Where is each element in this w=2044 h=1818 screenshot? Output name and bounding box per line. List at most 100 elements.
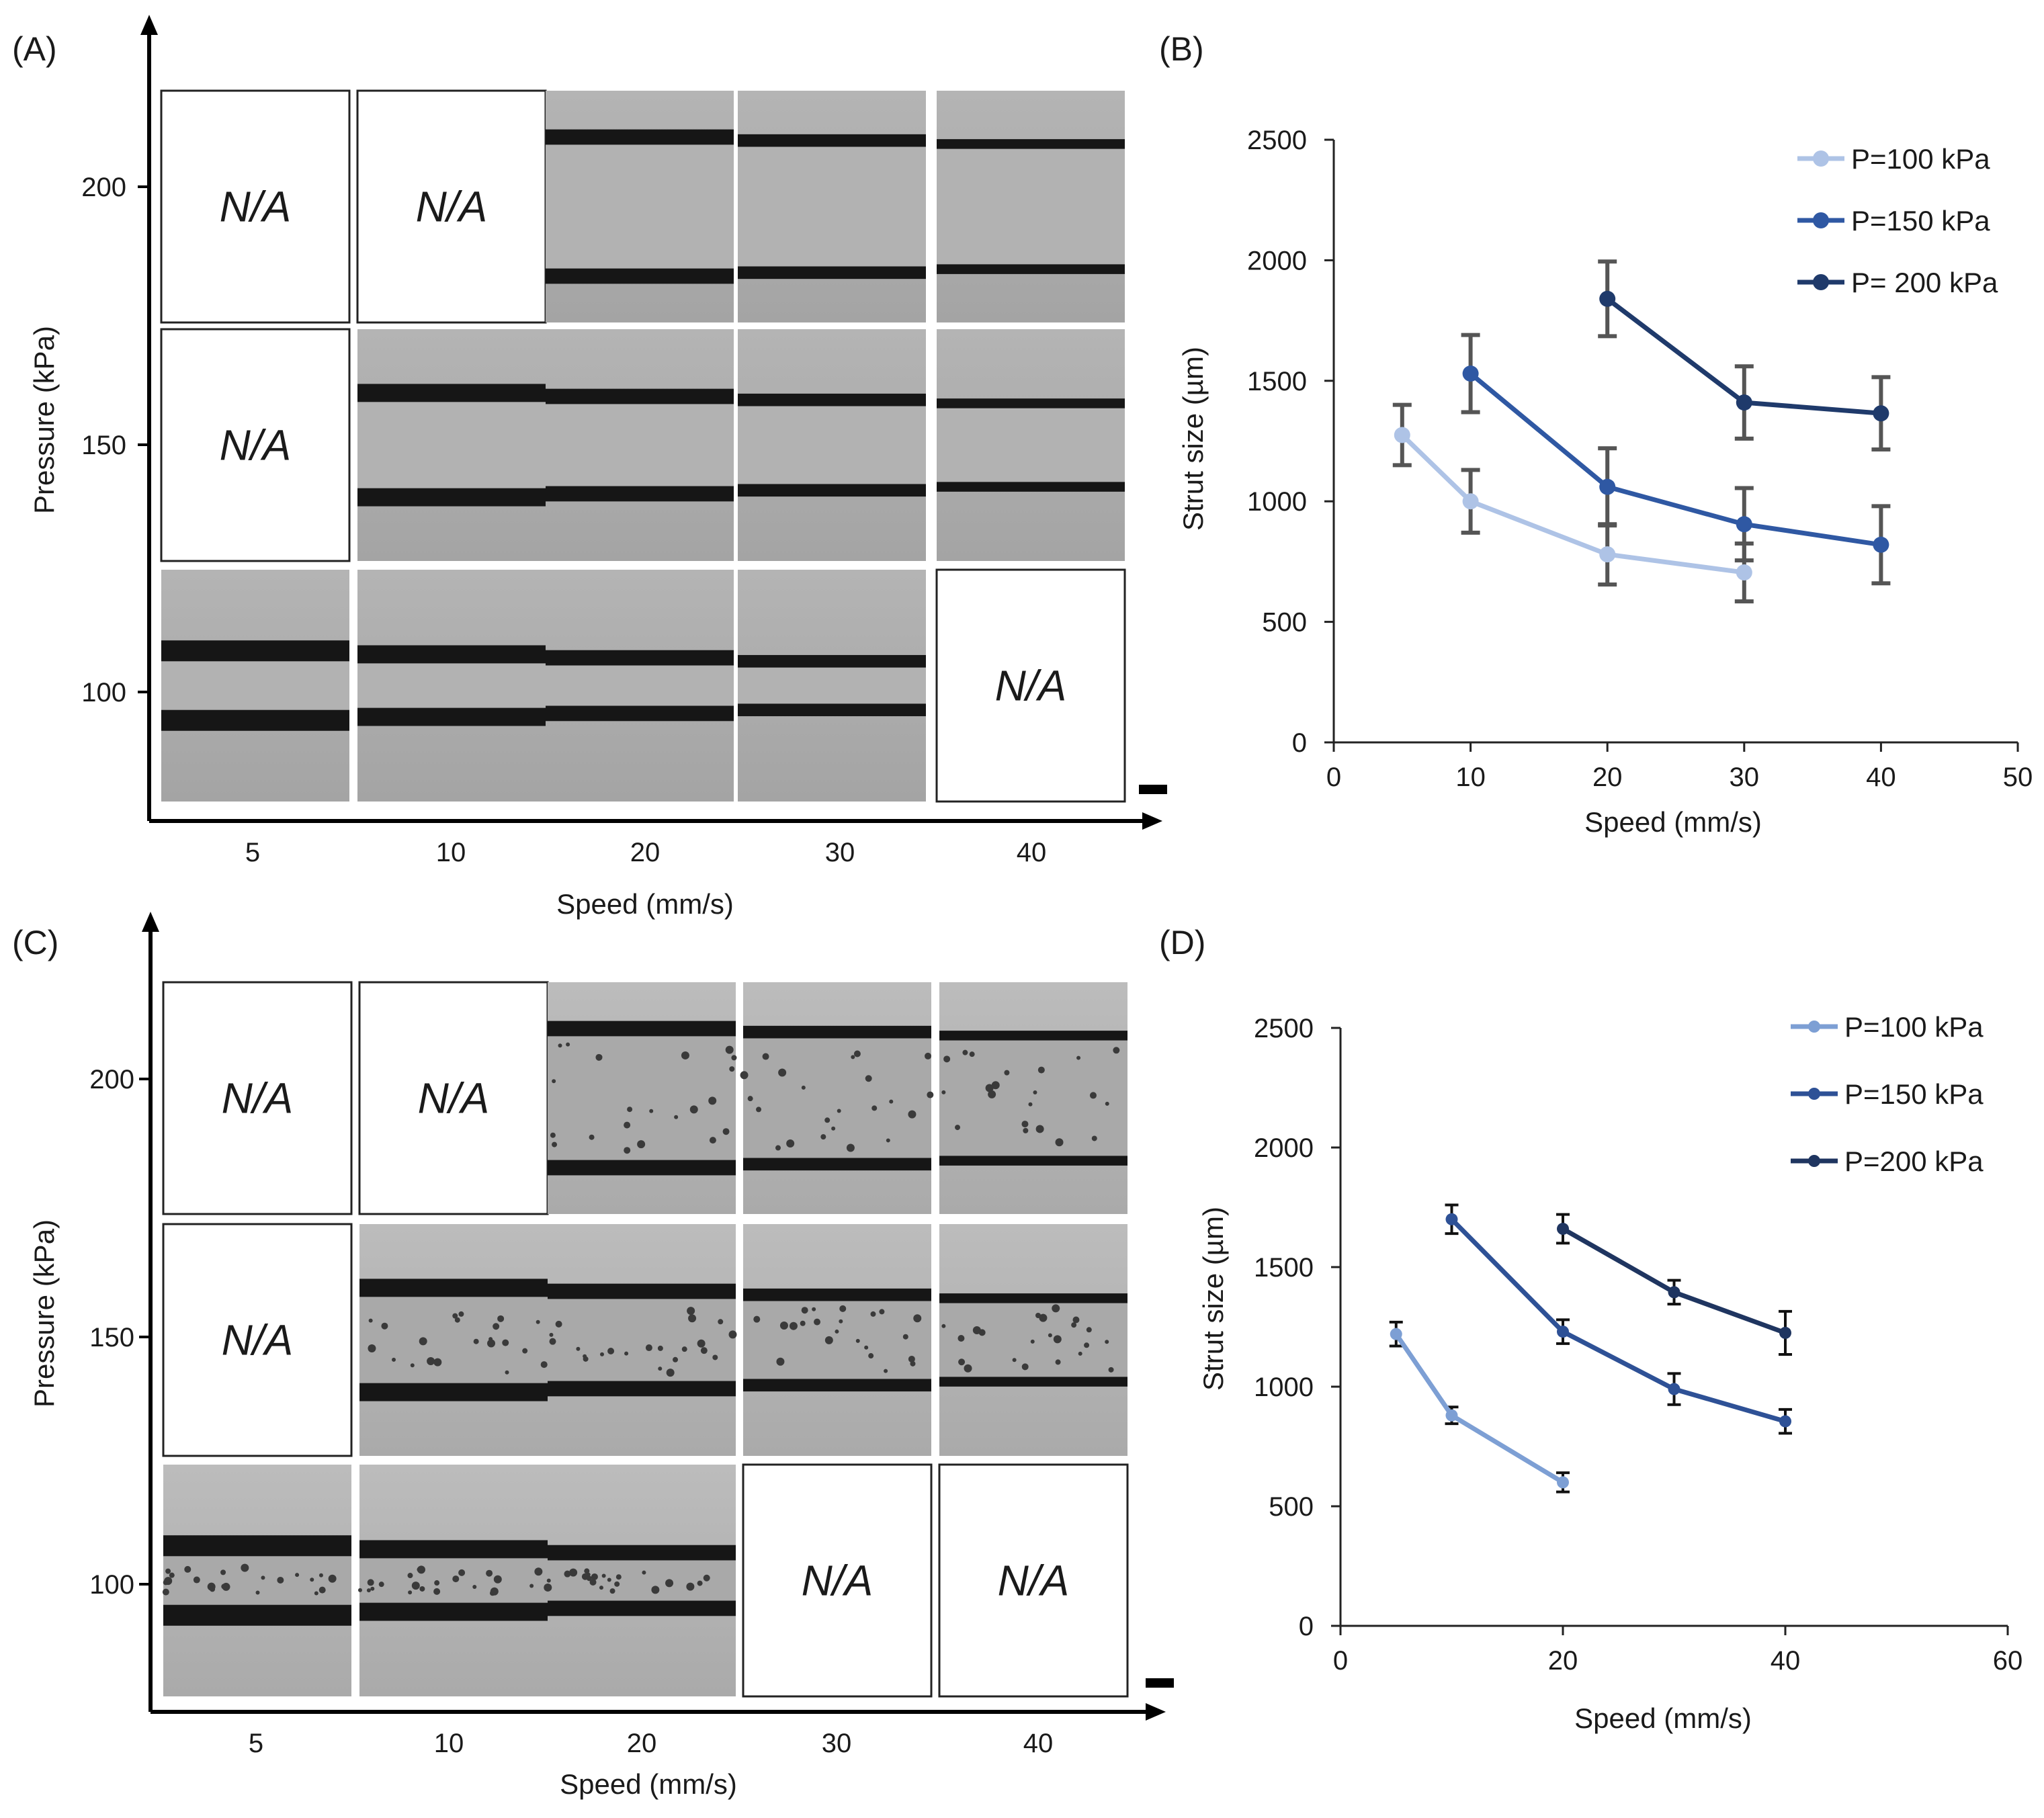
na-label: N/A — [418, 1074, 490, 1123]
micrograph-cell — [738, 570, 926, 802]
series-line — [1394, 1332, 1564, 1485]
na-label: N/A — [998, 1557, 1070, 1605]
data-point — [1736, 564, 1752, 581]
y-tick-c-150: 150 — [89, 1323, 134, 1352]
y-tick-a-150: 150 — [81, 431, 126, 460]
legend-swatch-marker — [1813, 150, 1829, 167]
micrograph-cell — [357, 1465, 548, 1696]
micrograph-cell — [740, 982, 934, 1214]
legend-entry: P=100 kPa — [1851, 143, 1990, 175]
x-tick-a-40: 40 — [1017, 838, 1047, 867]
series-1 — [1392, 402, 1754, 604]
na-cell — [742, 1463, 933, 1698]
data-point — [1599, 290, 1616, 307]
chart-d: 0 500 1000 1500 2000 2500 0 20 40 60 P=100 kPa P=15… — [1254, 1011, 2022, 1676]
na-cell — [358, 981, 549, 1215]
panel-b-label: (B) — [1159, 30, 1204, 68]
data-point — [1557, 1223, 1569, 1236]
data-point — [1445, 1409, 1458, 1422]
series-3 — [1556, 1213, 1792, 1356]
data-point — [1668, 1286, 1680, 1299]
scale-bar-a — [1139, 785, 1167, 794]
x-tick-a-20: 20 — [630, 838, 661, 867]
y-tick-c-100: 100 — [89, 1570, 134, 1600]
panel-c-label: (C) — [12, 924, 58, 961]
legend-entry: P=200 kPa — [1844, 1145, 1984, 1177]
na-label: N/A — [222, 1316, 294, 1365]
legend-entry: P=150 kPa — [1844, 1078, 1984, 1110]
data-point — [1779, 1326, 1791, 1339]
micrograph-cell — [937, 91, 1125, 322]
na-label: N/A — [222, 1074, 294, 1123]
na-label: N/A — [220, 421, 292, 470]
y-tick-label: 500 — [1262, 608, 1307, 638]
y-tick-a-200: 200 — [81, 173, 126, 202]
x-tick-a-5: 5 — [245, 838, 260, 867]
y-axis-label-a: Pressure (kPa) — [28, 326, 60, 514]
na-label: N/A — [220, 183, 292, 231]
data-point — [1462, 365, 1479, 382]
micrograph-cell — [546, 570, 734, 802]
y-tick-label: 2000 — [1247, 246, 1307, 275]
legend-swatch-marker — [1813, 274, 1829, 290]
series-2 — [1461, 333, 1891, 586]
micrograph-cell — [546, 91, 734, 322]
data-point — [1394, 427, 1410, 443]
legend-entry: P= 200 kPa — [1851, 267, 1998, 298]
data-point — [1668, 1383, 1680, 1395]
na-label: N/A — [995, 662, 1067, 710]
x-axis-label-a: Speed (mm/s) — [556, 888, 734, 920]
y-axis-arrow-c — [142, 912, 159, 932]
micrograph-cell — [357, 570, 546, 802]
x-axis-arrow-c — [1146, 1703, 1166, 1721]
micrograph-cell — [544, 1465, 736, 1696]
y-axis-arrow-a — [140, 15, 158, 35]
y-tick-label: 2500 — [1247, 126, 1307, 155]
micrograph-cell — [359, 1224, 548, 1456]
data-point — [1557, 1326, 1569, 1338]
x-tick-c-20: 20 — [627, 1729, 657, 1758]
chart-b: 0 500 1000 1500 2000 2500 0 10 20 30 40 50 P=100 kPa… — [1247, 126, 2033, 792]
na-cell — [162, 1223, 353, 1457]
y-tick-label: 0 — [1292, 728, 1307, 758]
na-cell — [356, 89, 547, 324]
data-point — [1599, 546, 1616, 563]
panel-b: (B) 0 500 1000 1500 2000 2500 0 10 20 30 40 50 P=100… — [1159, 30, 2033, 838]
series-line — [1400, 433, 1745, 575]
micrograph-cell — [743, 1224, 931, 1456]
chart-b-xlabel: Speed (mm/s) — [1584, 806, 1762, 838]
data-point — [1599, 478, 1616, 495]
x-tick-label: 0 — [1326, 763, 1341, 792]
panel-a: (A) N/A N/A N/A N/A 200 150 100 Pressure (k… — [12, 15, 1167, 920]
data-point — [1873, 405, 1889, 422]
micrograph-grid-c: N/A N/A N/A N/A N/A — [162, 981, 1129, 1698]
x-tick-a-30: 30 — [825, 838, 855, 867]
micrograph-grid-a: N/A N/A N/A N/A — [160, 89, 1126, 803]
y-tick-label: 1000 — [1254, 1373, 1314, 1402]
data-point — [1445, 1213, 1458, 1225]
na-label: N/A — [416, 183, 488, 231]
x-tick-c-40: 40 — [1023, 1729, 1054, 1758]
y-tick-label: 1000 — [1247, 487, 1307, 517]
data-point — [1390, 1328, 1402, 1340]
chart-b-ylabel: Strut size (µm) — [1177, 347, 1209, 531]
legend-entry: P=150 kPa — [1851, 205, 1990, 236]
micrograph-cell — [161, 570, 349, 802]
data-point — [1462, 493, 1479, 510]
na-cell — [935, 568, 1126, 803]
data-point — [1873, 536, 1889, 553]
legend-swatch-marker — [1808, 1088, 1820, 1100]
micrograph-cell — [939, 982, 1127, 1214]
legend-swatch-marker — [1813, 212, 1829, 228]
x-tick-label: 0 — [1333, 1646, 1348, 1676]
panel-d: (D) 0 500 1000 1500 2000 2500 0 20 40 60 P=100 kPa… — [1159, 924, 2022, 1734]
x-axis-label-c: Speed (mm/s) — [560, 1768, 737, 1800]
chart-d-xlabel: Speed (mm/s) — [1574, 1702, 1752, 1734]
y-tick-label: 2000 — [1254, 1133, 1314, 1163]
micrograph-cell — [357, 329, 546, 561]
data-point — [1779, 1415, 1791, 1428]
x-tick-c-10: 10 — [434, 1729, 464, 1758]
y-tick-label: 2500 — [1254, 1014, 1314, 1043]
y-tick-label: 0 — [1299, 1612, 1314, 1641]
x-tick-label: 20 — [1592, 763, 1623, 792]
